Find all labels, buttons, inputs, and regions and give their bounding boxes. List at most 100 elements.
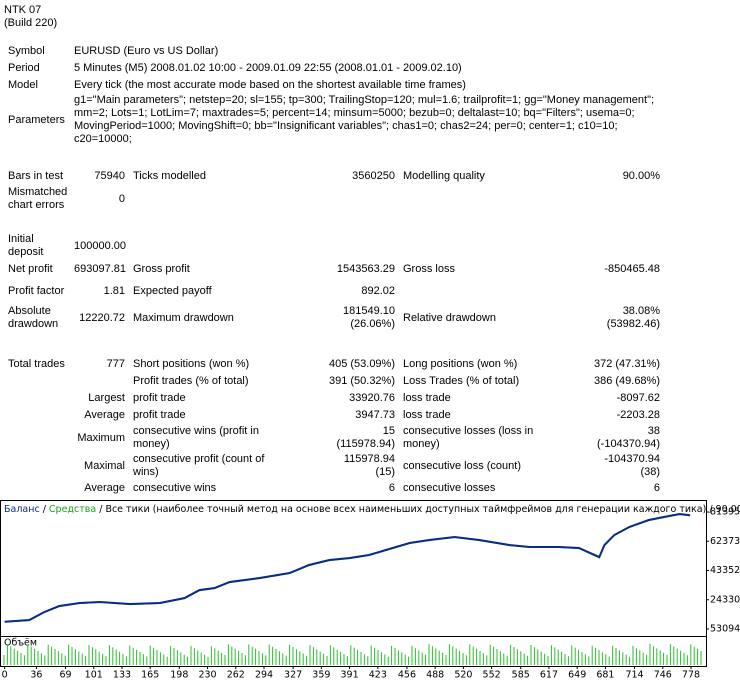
cell: 115978.94 (15): [343, 453, 395, 478]
y-tick-label: 243308: [710, 594, 740, 605]
cell: 90.00%: [622, 169, 660, 182]
row: Period 5 Minutes (M5) 2008.01.02 10:00 - …: [4, 60, 664, 77]
row: Model Every tick (the most accurate mode …: [4, 77, 664, 94]
row: Net profit 693097.81 Gross profit 1543563.2…: [4, 260, 664, 278]
cell: consecutive losses: [403, 482, 496, 494]
cell: Maximum drawdown: [133, 311, 234, 324]
x-tick-label: 456: [398, 670, 416, 681]
cell: Model: [8, 79, 38, 91]
cell: loss trade: [403, 392, 451, 404]
cell: Profit trades (% of total): [133, 375, 249, 387]
cell: Short positions (won %): [133, 358, 250, 370]
x-tick-label: 101: [85, 670, 103, 681]
cell: 1543563.29: [336, 262, 395, 275]
cell: 181549.10 (26.06%): [343, 305, 395, 330]
cell: -104370.94 (38): [604, 453, 660, 478]
cell: 777: [106, 358, 125, 370]
cell: 391 (50.32%): [328, 375, 395, 387]
cell: Ticks modelled: [133, 169, 206, 182]
cell: 405 (53.09%): [328, 358, 395, 370]
cell: profit trade: [133, 409, 186, 421]
cell: [4, 373, 70, 390]
cell: consecutive wins (profit in money): [133, 425, 259, 450]
cell: consecutive loss (count): [403, 459, 521, 472]
x-tick-label: 327: [284, 670, 302, 681]
row: Maximal consecutive profit (count of wins…: [4, 452, 664, 480]
x-tick-label: 552: [483, 670, 501, 681]
x-tick-label: 488: [426, 670, 444, 681]
cell: Average: [84, 482, 125, 494]
x-tick-label: 585: [512, 670, 530, 681]
cell: 38.08% (53982.46): [606, 305, 660, 330]
cell: Period: [8, 62, 40, 74]
row: Profit trades (% of total) 391 (50.32%) Lo…: [4, 373, 664, 390]
x-tick-label: 198: [170, 670, 188, 681]
legend: Баланс / Средства / Все тики (наиболее т…: [4, 504, 740, 515]
x-tick-label: 746: [654, 670, 672, 681]
cell: [579, 185, 664, 213]
cell: 3560250: [352, 169, 395, 182]
cell: 75940: [94, 169, 125, 182]
cell: EURUSD (Euro vs US Dollar): [74, 45, 219, 57]
cell: 33920.76: [349, 392, 395, 404]
cell: Every tick (the most accurate mode based…: [74, 79, 466, 91]
x-tick-label: 714: [625, 670, 643, 681]
stats-table: Initial deposit 100000.00 Net profit 693097…: [4, 232, 664, 332]
cell: 372 (47.31%): [593, 358, 660, 370]
x-tick-label: 359: [312, 670, 330, 681]
y-tick-label: 623737: [710, 536, 740, 547]
row: Initial deposit 100000.00: [4, 232, 664, 260]
cell: [579, 278, 664, 304]
cell: [399, 185, 579, 213]
row: Mismatched chart errors 0: [4, 185, 664, 213]
plot-frame: [0, 500, 707, 637]
cell: Profit factor: [8, 284, 65, 297]
cell: consecutive wins: [133, 482, 217, 494]
volume-label: Объём: [4, 638, 37, 649]
x-tick-label: 649: [568, 670, 586, 681]
row: Symbol EURUSD (Euro vs US Dollar): [4, 43, 664, 60]
cell: Symbol: [8, 45, 45, 57]
cell: 3947.73: [355, 409, 395, 421]
cell: -2203.28: [616, 409, 660, 421]
cell: 1.81: [103, 284, 125, 297]
cell: [399, 232, 579, 260]
cell: profit trade: [133, 392, 186, 404]
cell: 693097.81: [74, 262, 126, 275]
row: Largest profit trade 33920.76 loss trade -80…: [4, 390, 664, 407]
cell: Relative drawdown: [403, 311, 496, 324]
legend-entry: Средства: [49, 504, 96, 515]
x-tick-label: 262: [227, 670, 245, 681]
cell: Initial deposit: [8, 233, 44, 258]
cell: 892.02: [361, 284, 395, 297]
row: Average consecutive wins 6 consecutive loss…: [4, 480, 664, 497]
cell: 38 (-104370.94): [597, 425, 660, 450]
cell: consecutive profit (count of wins): [133, 453, 265, 478]
cell: [129, 185, 319, 213]
cell: [319, 185, 399, 213]
cell: -850465.48: [604, 262, 660, 275]
cell: Maximal: [84, 459, 125, 472]
cell: [70, 373, 129, 390]
x-tick-label: 520: [454, 670, 472, 681]
cell: 6: [653, 482, 660, 494]
info-table: Symbol EURUSD (Euro vs US Dollar) Period 5 …: [4, 43, 664, 146]
x-tick-label: 133: [113, 670, 131, 681]
cell: 0: [118, 192, 125, 205]
cell: -8097.62: [616, 392, 660, 404]
cell: Bars in test: [8, 169, 64, 182]
x-tick-label: 423: [369, 670, 387, 681]
cell: Gross loss: [403, 262, 455, 275]
cell: [399, 278, 579, 304]
x-tick-label: 778: [682, 670, 700, 681]
cell: consecutive losses (loss in money): [403, 425, 534, 450]
x-tick-label: 230: [198, 670, 216, 681]
cell: [319, 232, 399, 260]
build: (Build 220): [4, 17, 58, 29]
cell: Expected payoff: [133, 284, 212, 297]
chart: Баланс / Средства / Все тики (наиболее т…: [0, 500, 740, 681]
series-line: [4, 512, 691, 623]
x-tick-label: 165: [141, 670, 159, 681]
cell: Gross profit: [133, 262, 190, 275]
cell: [129, 232, 319, 260]
